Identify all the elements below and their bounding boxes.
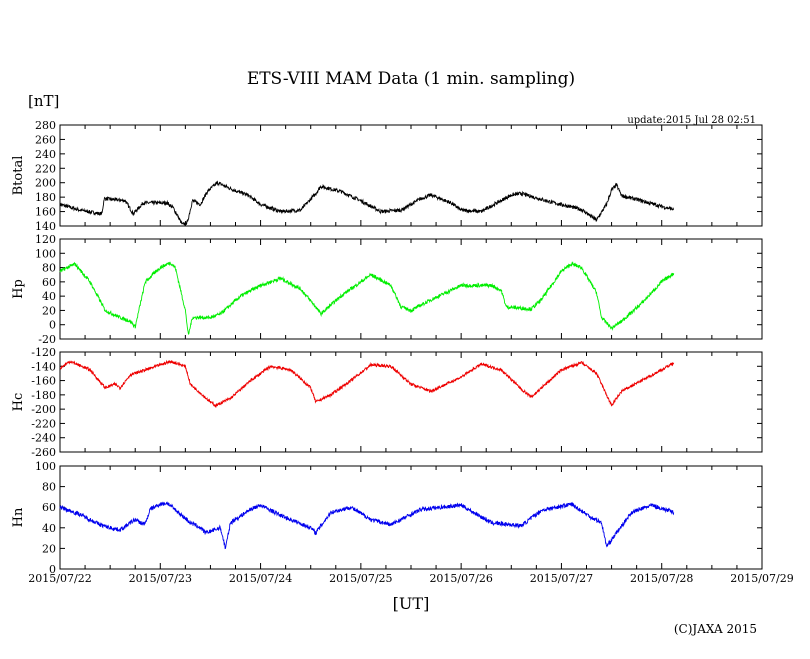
- y-tick-label: 220: [35, 162, 56, 175]
- y-tick-label: -120: [31, 346, 56, 359]
- x-tick-label: 2015/07/23: [129, 572, 192, 585]
- y-tick-label: 80: [42, 262, 56, 275]
- plot-frame: [59, 351, 763, 453]
- y-tick-label: -220: [31, 417, 56, 430]
- y-tick-label: 40: [42, 522, 56, 535]
- y-tick-label: -200: [31, 403, 56, 416]
- copyright: (C)JAXA 2015: [674, 622, 757, 636]
- y-tick-label: 20: [42, 304, 56, 317]
- plot-frame: [59, 124, 763, 227]
- y-tick-label: -260: [31, 446, 56, 459]
- y-tick-label: 60: [42, 501, 56, 514]
- y-tick-label: 160: [35, 206, 56, 219]
- series-line-hn: [59, 501, 675, 550]
- series-line-hp: [59, 261, 675, 336]
- y-tick-label: 140: [35, 220, 56, 233]
- y-tick-label: 40: [42, 290, 56, 303]
- panel-label: Hc: [11, 393, 26, 412]
- x-tick-label: 2015/07/29: [730, 572, 793, 585]
- y-tick-label: 200: [35, 177, 56, 190]
- panel-hn: 100 80 60 40 20 0 Hn: [11, 460, 763, 576]
- y-tick-label: 80: [42, 481, 56, 494]
- y-tick-label: 20: [42, 542, 56, 555]
- y-tick-label: 260: [35, 133, 56, 146]
- y-tick-label: -160: [31, 375, 56, 388]
- y-tick-label: 180: [35, 191, 56, 204]
- series-line-btotal: [59, 180, 674, 226]
- x-tick-label: 2015/07/26: [429, 572, 492, 585]
- y-tick-label: -20: [38, 333, 56, 346]
- panel-label: Btotal: [11, 156, 26, 196]
- x-axis-label: [UT]: [393, 594, 430, 613]
- y-tick-label: 240: [35, 148, 56, 161]
- panel-label: Hn: [11, 507, 26, 527]
- y-tick-label: 100: [35, 460, 56, 473]
- chart-title: ETS-VIII MAM Data (1 min. sampling): [247, 69, 575, 89]
- series-line-hc: [59, 359, 675, 408]
- y-tick-label: 280: [35, 119, 56, 132]
- y-tick-label: 120: [35, 233, 56, 246]
- x-tick-label: 2015/07/22: [28, 572, 91, 585]
- y-tick-label: 100: [35, 247, 56, 260]
- panel-label: Hp: [11, 279, 26, 299]
- plot-frame: [59, 238, 763, 340]
- y-tick-label: 0: [49, 563, 56, 576]
- update-text: update:2015 Jul 28 02:51: [627, 115, 756, 126]
- plot-frame: [59, 465, 763, 570]
- x-tick-label: 2015/07/24: [229, 572, 292, 585]
- y-tick-label: -240: [31, 432, 56, 445]
- y-tick-label: 60: [42, 276, 56, 289]
- x-tick-label: 2015/07/28: [630, 572, 693, 585]
- x-tick-label: 2015/07/27: [530, 572, 593, 585]
- y-tick-label: -140: [31, 360, 56, 373]
- x-tick-label: 2015/07/25: [329, 572, 392, 585]
- panel-hc: -120-140 -160-180-200-220 -240-260 Hc: [11, 346, 763, 459]
- unit-label: [nT]: [28, 92, 59, 110]
- y-tick-label: 0: [49, 319, 56, 332]
- y-tick-label: -180: [31, 389, 56, 402]
